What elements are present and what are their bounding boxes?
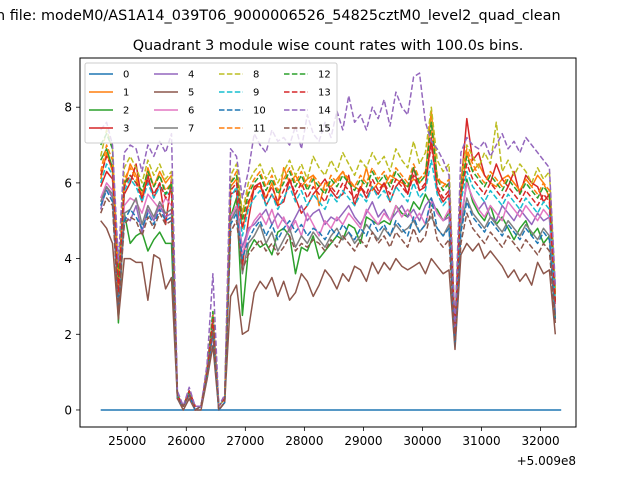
legend-label-5: 5: [188, 88, 194, 99]
series-line-12: [100, 121, 557, 407]
series-line-8: [99, 106, 557, 407]
legend-label-14: 14: [318, 106, 331, 117]
series-line-10: [100, 189, 557, 411]
series-line-1: [99, 110, 557, 407]
x-tick-label: 25000: [108, 434, 146, 448]
legend-label-6: 6: [188, 106, 194, 117]
series-line-11: [99, 129, 557, 407]
legend-label-2: 2: [123, 106, 129, 117]
series-line-4: [99, 182, 557, 411]
legend-label-7: 7: [188, 124, 194, 135]
y-tick-label: 4: [64, 252, 72, 266]
y-tick-label: 8: [64, 101, 72, 115]
x-axis-offset-label: +5.009e8: [517, 454, 576, 468]
x-tick-label: 30000: [403, 434, 441, 448]
legend-label-0: 0: [123, 70, 129, 81]
legend-label-9: 9: [253, 88, 259, 99]
y-tick-label: 0: [64, 403, 72, 417]
x-tick-label: 28000: [285, 434, 323, 448]
legend-label-8: 8: [253, 70, 259, 81]
y-tick-label: 6: [64, 176, 72, 190]
plot-area: [99, 72, 562, 411]
legend-label-10: 10: [253, 106, 266, 117]
legend-label-12: 12: [318, 70, 331, 81]
axis-ticks: 25000 26000 27000 28000 29000 30000 31000 32000…: [64, 101, 559, 448]
chart-title: Quadrant 3 module wise count rates with …: [133, 38, 524, 54]
y-tick-label: 2: [64, 328, 72, 342]
x-tick-label: 29000: [344, 434, 382, 448]
series-line-15: [100, 197, 557, 411]
x-tick-label: 26000: [167, 434, 205, 448]
series-line-5: [100, 220, 557, 411]
x-tick-label: 32000: [521, 434, 559, 448]
series-line-9: [99, 159, 557, 407]
legend-label-3: 3: [123, 124, 129, 135]
figure-suptitle: n file: modeM0/AS1A14_039T06_9000006526_…: [0, 8, 561, 24]
axes-frame: [79, 57, 577, 428]
legend-box: [84, 62, 338, 144]
legend-label-15: 15: [318, 124, 331, 135]
legend-label-11: 11: [253, 124, 266, 135]
legend-label-4: 4: [188, 70, 194, 81]
series-line-3: [100, 117, 557, 411]
x-tick-label: 27000: [226, 434, 264, 448]
series-line-6: [100, 182, 557, 411]
legend-label-1: 1: [123, 88, 129, 99]
x-tick-label: 31000: [462, 434, 500, 448]
legend-label-13: 13: [318, 88, 331, 99]
